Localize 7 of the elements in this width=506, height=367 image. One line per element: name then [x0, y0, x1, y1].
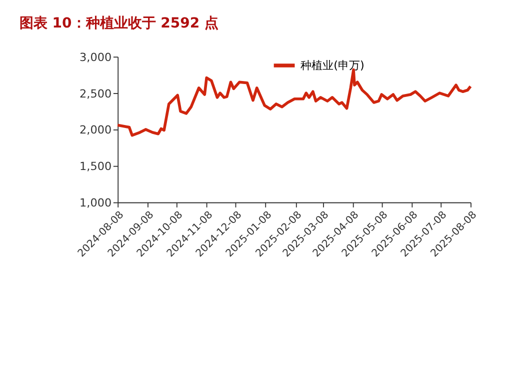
y-tick-label: 3,000 — [80, 50, 112, 64]
y-tick-label: 2,000 — [80, 124, 112, 137]
y-tick-label: 1,000 — [80, 196, 112, 210]
y-tick-label: 1,500 — [80, 160, 112, 174]
chart-title: 图表 10：种植业收于 2592 点 — [19, 16, 218, 32]
legend-label: 种植业(申万) — [300, 59, 364, 72]
y-tick-label: 2,500 — [80, 87, 112, 100]
